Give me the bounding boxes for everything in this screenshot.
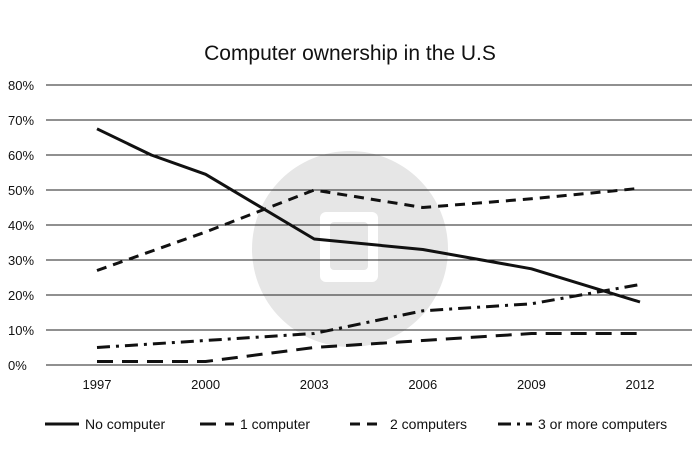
chart-title: Computer ownership in the U.S	[204, 42, 496, 65]
series-line	[96, 127, 641, 304]
legend-label: 3 or more computers	[538, 416, 667, 432]
series-line	[96, 186, 641, 272]
y-tick-label: 80%	[8, 78, 34, 93]
watermark-logo-icon	[252, 151, 448, 347]
y-tick-label: 0%	[8, 358, 27, 373]
y-tick-label: 10%	[8, 323, 34, 338]
y-tick-label: 70%	[8, 113, 34, 128]
y-tick-label: 50%	[8, 183, 34, 198]
x-tick-label: 2003	[300, 377, 329, 392]
x-tick-label: 2009	[517, 377, 546, 392]
y-tick-label: 30%	[8, 253, 34, 268]
x-tick-label: 2000	[191, 377, 220, 392]
y-tick-label: 60%	[8, 148, 34, 163]
legend-label: 1 computer	[240, 416, 310, 432]
y-tick-label: 20%	[8, 288, 34, 303]
x-tick-label: 1997	[83, 377, 112, 392]
x-tick-label: 2006	[408, 377, 437, 392]
legend-label: 2 computers	[390, 416, 467, 432]
series-line	[97, 332, 640, 363]
y-axis-ticks: 0% 10% 20% 30% 40% 50% 60% 70% 80%	[8, 78, 34, 373]
x-axis-ticks: 1997 2000 2003 2006 2009 2012	[83, 377, 655, 392]
series-line	[96, 283, 641, 349]
y-tick-label: 40%	[8, 218, 34, 233]
series-lines	[96, 127, 641, 363]
x-tick-label: 2012	[626, 377, 655, 392]
legend: No computer 1 computer 2 computers 3 or mor…	[45, 416, 667, 432]
legend-label: No computer	[85, 416, 165, 432]
